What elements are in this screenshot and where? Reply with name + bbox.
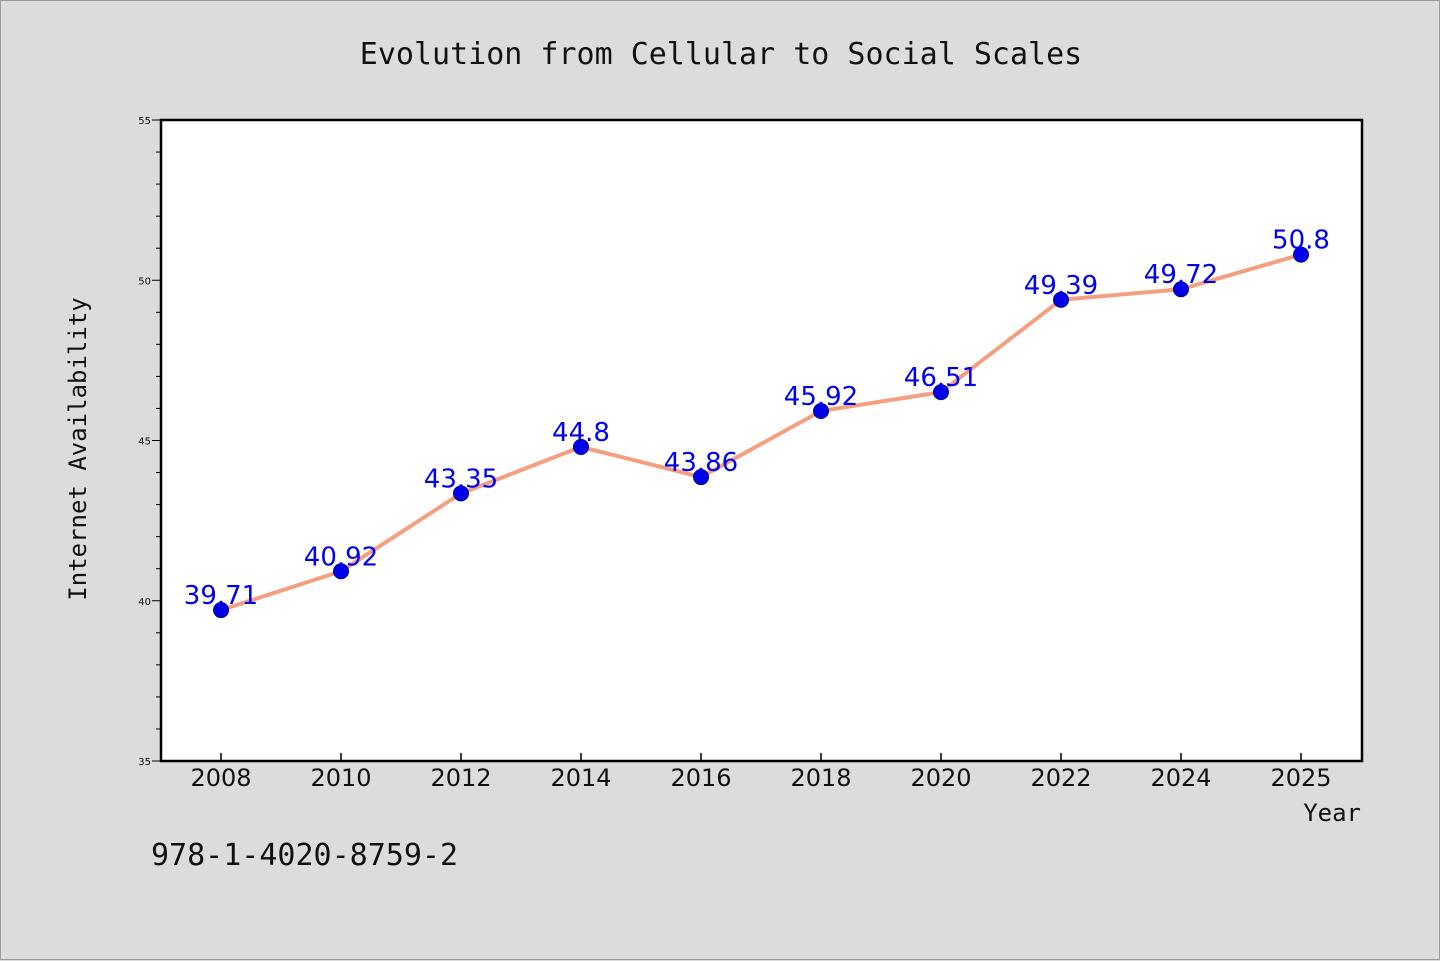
- y-tick-label: 40: [138, 597, 151, 608]
- data-point: [333, 563, 349, 580]
- y-axis-title: Internet Availability: [64, 297, 92, 600]
- series-line: [219, 252, 1303, 613]
- series-group: [213, 246, 1309, 619]
- y-tick-label: 35: [138, 757, 151, 768]
- x-tick-label: 2014: [550, 764, 611, 792]
- x-tick-label: 2022: [1030, 764, 1091, 792]
- data-point: [1293, 246, 1309, 263]
- data-label: 43.35: [424, 464, 498, 494]
- x-tick-label: 2008: [190, 764, 251, 792]
- data-point: [813, 403, 829, 420]
- x-axis-title: Year: [1303, 799, 1361, 827]
- x-tick-label: 2018: [790, 764, 851, 792]
- x-tick-label: 2016: [670, 764, 731, 792]
- data-label: 49.72: [1144, 260, 1218, 290]
- data-label: 50.8: [1272, 226, 1330, 256]
- x-tick-label: 2025: [1270, 764, 1331, 792]
- y-tick-label: 45: [138, 437, 151, 448]
- data-label: 40.92: [304, 542, 378, 572]
- x-tick-label: 2010: [310, 764, 371, 792]
- plot-area: [159, 118, 1364, 763]
- data-point: [933, 384, 949, 401]
- isbn-text: 978-1-4020-8759-2: [151, 838, 458, 873]
- x-tick-label: 2020: [910, 764, 971, 792]
- data-label: 39.71: [184, 581, 258, 611]
- data-label: 49.39: [1024, 271, 1098, 301]
- x-tick-label: 2012: [430, 764, 491, 792]
- data-point: [573, 438, 589, 455]
- data-label: 45.92: [784, 382, 858, 412]
- data-label: 44.8: [552, 418, 610, 448]
- data-point: [1053, 291, 1069, 308]
- chart-title: Evolution from Cellular to Social Scales: [360, 37, 1082, 72]
- y-axis: 35 40 45 50 55: [138, 116, 161, 768]
- y-tick-label: 55: [138, 116, 151, 127]
- data-point: [453, 485, 469, 502]
- data-label: 43.86: [664, 448, 738, 478]
- data-labels-group: 39.71 40.92 43.35 44.8 43.86 45.92 46.51 49.39 4…: [184, 226, 1330, 611]
- x-axis: 2008 2010 2012 2014 2016 2018 2020 2022 2024 2025: [190, 753, 1332, 792]
- x-tick-label: 2024: [1150, 764, 1211, 792]
- data-point: [213, 602, 229, 619]
- data-label: 46.51: [904, 363, 978, 393]
- y-tick-label: 50: [138, 276, 151, 287]
- data-point: [693, 469, 709, 486]
- data-point: [1173, 281, 1189, 298]
